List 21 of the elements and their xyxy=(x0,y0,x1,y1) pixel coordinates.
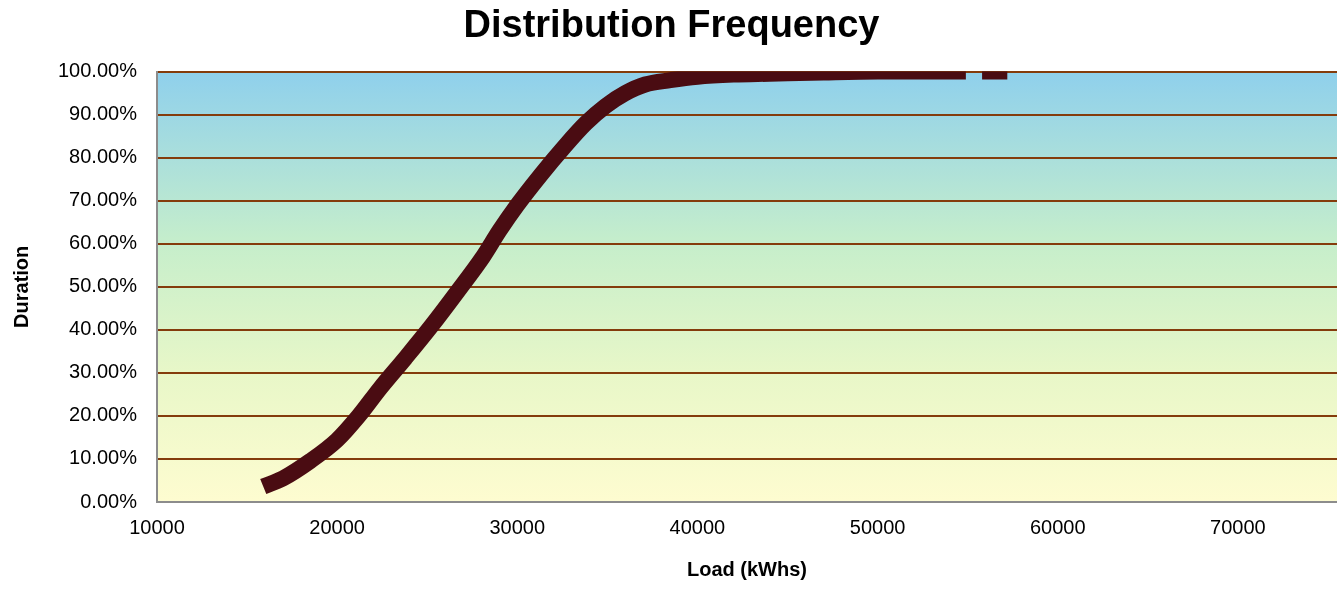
y-tick-label: 80.00% xyxy=(69,145,138,168)
x-tick-label: 40000 xyxy=(669,515,726,538)
x-tick-label: 20000 xyxy=(309,515,365,538)
x-tick-label: 60000 xyxy=(1029,515,1086,538)
y-tick-label: 0.00% xyxy=(80,489,138,512)
x-tick-label: 70000 xyxy=(1210,515,1266,538)
chart-title: Distribution Frequency xyxy=(463,3,880,46)
y-tick-label: 30.00% xyxy=(69,360,138,383)
x-axis-title: Load (kWhs) xyxy=(686,557,807,580)
x-tick-label: 50000 xyxy=(849,515,906,538)
x-tick-label: 10000 xyxy=(129,515,185,538)
y-tick-label: 20.00% xyxy=(69,403,138,426)
y-tick-label: 40.00% xyxy=(69,317,138,340)
y-tick-label: 90.00% xyxy=(69,102,138,125)
y-tick-label: 100.00% xyxy=(57,59,138,82)
y-tick-label: 50.00% xyxy=(69,274,138,297)
y-tick-label: 60.00% xyxy=(69,231,138,254)
y-tick-label: 70.00% xyxy=(69,188,138,211)
y-tick-label: 10.00% xyxy=(69,446,138,469)
x-tick-label: 30000 xyxy=(489,515,546,538)
y-axis-title: Duration xyxy=(9,245,32,328)
